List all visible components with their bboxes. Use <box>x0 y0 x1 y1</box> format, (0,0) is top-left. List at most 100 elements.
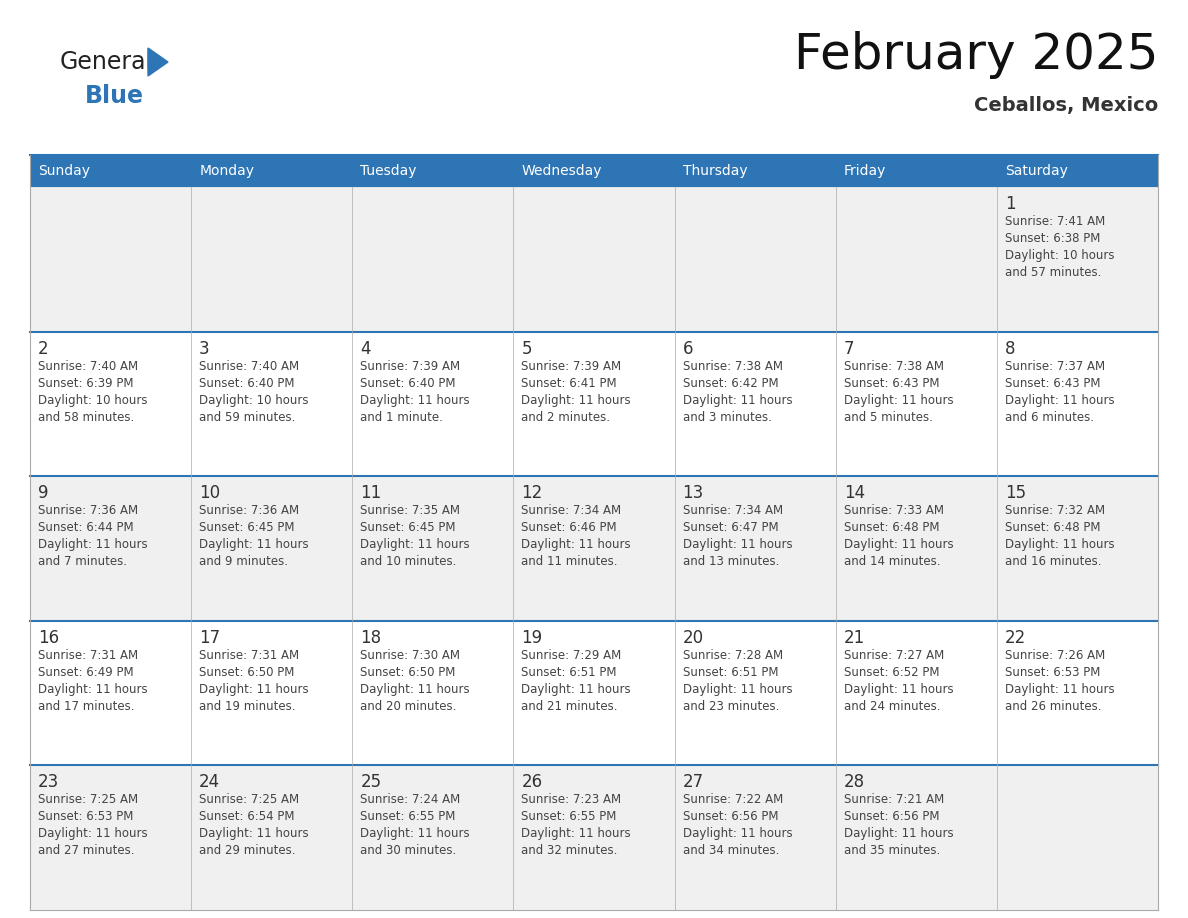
Text: Daylight: 11 hours: Daylight: 11 hours <box>360 827 470 840</box>
Text: Sunset: 6:52 PM: Sunset: 6:52 PM <box>843 666 940 678</box>
Polygon shape <box>148 48 168 76</box>
Bar <box>997 155 1158 187</box>
Bar <box>353 766 513 910</box>
Text: Sunrise: 7:21 AM: Sunrise: 7:21 AM <box>843 793 944 806</box>
Text: and 9 minutes.: and 9 minutes. <box>200 555 289 568</box>
Text: and 24 minutes.: and 24 minutes. <box>843 700 940 712</box>
Text: February 2025: February 2025 <box>794 31 1158 79</box>
Text: Sunrise: 7:23 AM: Sunrise: 7:23 AM <box>522 793 621 806</box>
Text: Daylight: 11 hours: Daylight: 11 hours <box>200 538 309 551</box>
Bar <box>353 155 513 187</box>
Text: and 5 minutes.: and 5 minutes. <box>843 410 933 423</box>
Bar <box>353 621 513 766</box>
Text: Sunrise: 7:29 AM: Sunrise: 7:29 AM <box>522 649 621 662</box>
Bar <box>513 187 675 331</box>
Text: Sunrise: 7:30 AM: Sunrise: 7:30 AM <box>360 649 460 662</box>
Text: 9: 9 <box>38 484 49 502</box>
Text: 15: 15 <box>1005 484 1026 502</box>
Text: Daylight: 11 hours: Daylight: 11 hours <box>360 538 470 551</box>
Text: Sunset: 6:43 PM: Sunset: 6:43 PM <box>1005 376 1100 389</box>
Text: and 21 minutes.: and 21 minutes. <box>522 700 618 712</box>
Text: 24: 24 <box>200 773 220 791</box>
Bar <box>191 155 353 187</box>
Text: and 6 minutes.: and 6 minutes. <box>1005 410 1094 423</box>
Text: Daylight: 11 hours: Daylight: 11 hours <box>683 827 792 840</box>
Text: 26: 26 <box>522 773 543 791</box>
Text: and 32 minutes.: and 32 minutes. <box>522 845 618 857</box>
Text: Sunrise: 7:41 AM: Sunrise: 7:41 AM <box>1005 215 1105 228</box>
Text: Daylight: 11 hours: Daylight: 11 hours <box>200 683 309 696</box>
Text: Sunset: 6:50 PM: Sunset: 6:50 PM <box>360 666 456 678</box>
Text: and 10 minutes.: and 10 minutes. <box>360 555 456 568</box>
Text: Sunset: 6:43 PM: Sunset: 6:43 PM <box>843 376 940 389</box>
Bar <box>191 476 353 621</box>
Bar <box>513 766 675 910</box>
Text: Sunset: 6:42 PM: Sunset: 6:42 PM <box>683 376 778 389</box>
Text: Daylight: 10 hours: Daylight: 10 hours <box>38 394 147 407</box>
Text: Sunset: 6:40 PM: Sunset: 6:40 PM <box>200 376 295 389</box>
Text: Sunset: 6:51 PM: Sunset: 6:51 PM <box>522 666 617 678</box>
Text: Sunset: 6:53 PM: Sunset: 6:53 PM <box>1005 666 1100 678</box>
Bar <box>835 766 997 910</box>
Text: Sunrise: 7:38 AM: Sunrise: 7:38 AM <box>683 360 783 373</box>
Text: 27: 27 <box>683 773 703 791</box>
Bar <box>30 187 191 331</box>
Text: Sunrise: 7:31 AM: Sunrise: 7:31 AM <box>38 649 138 662</box>
Text: 19: 19 <box>522 629 543 647</box>
Text: Daylight: 11 hours: Daylight: 11 hours <box>38 538 147 551</box>
Text: and 19 minutes.: and 19 minutes. <box>200 700 296 712</box>
Text: and 14 minutes.: and 14 minutes. <box>843 555 940 568</box>
Text: Sunset: 6:47 PM: Sunset: 6:47 PM <box>683 521 778 534</box>
Text: Sunset: 6:56 PM: Sunset: 6:56 PM <box>843 811 940 823</box>
Text: Sunset: 6:46 PM: Sunset: 6:46 PM <box>522 521 617 534</box>
Text: 4: 4 <box>360 340 371 358</box>
Text: Daylight: 11 hours: Daylight: 11 hours <box>843 827 953 840</box>
Text: Sunrise: 7:40 AM: Sunrise: 7:40 AM <box>200 360 299 373</box>
Text: and 58 minutes.: and 58 minutes. <box>38 410 134 423</box>
Bar <box>675 155 835 187</box>
Text: 20: 20 <box>683 629 703 647</box>
Text: Daylight: 11 hours: Daylight: 11 hours <box>522 538 631 551</box>
Text: Sunrise: 7:39 AM: Sunrise: 7:39 AM <box>522 360 621 373</box>
Text: 10: 10 <box>200 484 220 502</box>
Text: and 7 minutes.: and 7 minutes. <box>38 555 127 568</box>
Text: 11: 11 <box>360 484 381 502</box>
Bar <box>835 331 997 476</box>
Text: Sunset: 6:45 PM: Sunset: 6:45 PM <box>360 521 456 534</box>
Text: Sunset: 6:56 PM: Sunset: 6:56 PM <box>683 811 778 823</box>
Text: 18: 18 <box>360 629 381 647</box>
Text: Wednesday: Wednesday <box>522 164 602 178</box>
Bar <box>30 155 191 187</box>
Bar <box>997 476 1158 621</box>
Text: Sunrise: 7:25 AM: Sunrise: 7:25 AM <box>38 793 138 806</box>
Text: and 3 minutes.: and 3 minutes. <box>683 410 771 423</box>
Text: 23: 23 <box>38 773 59 791</box>
Bar <box>835 187 997 331</box>
Text: Saturday: Saturday <box>1005 164 1068 178</box>
Text: Daylight: 11 hours: Daylight: 11 hours <box>38 827 147 840</box>
Text: 8: 8 <box>1005 340 1016 358</box>
Text: Sunset: 6:53 PM: Sunset: 6:53 PM <box>38 811 133 823</box>
Text: Sunset: 6:55 PM: Sunset: 6:55 PM <box>360 811 456 823</box>
Text: and 13 minutes.: and 13 minutes. <box>683 555 779 568</box>
Text: and 1 minute.: and 1 minute. <box>360 410 443 423</box>
Text: Daylight: 10 hours: Daylight: 10 hours <box>200 394 309 407</box>
Text: Sunset: 6:49 PM: Sunset: 6:49 PM <box>38 666 133 678</box>
Text: Sunrise: 7:34 AM: Sunrise: 7:34 AM <box>683 504 783 517</box>
Text: Sunrise: 7:35 AM: Sunrise: 7:35 AM <box>360 504 460 517</box>
Text: 28: 28 <box>843 773 865 791</box>
Bar <box>191 766 353 910</box>
Text: Sunrise: 7:38 AM: Sunrise: 7:38 AM <box>843 360 943 373</box>
Text: Sunrise: 7:32 AM: Sunrise: 7:32 AM <box>1005 504 1105 517</box>
Text: and 20 minutes.: and 20 minutes. <box>360 700 456 712</box>
Text: Daylight: 11 hours: Daylight: 11 hours <box>522 683 631 696</box>
Text: Sunrise: 7:39 AM: Sunrise: 7:39 AM <box>360 360 461 373</box>
Text: and 35 minutes.: and 35 minutes. <box>843 845 940 857</box>
Text: Sunrise: 7:37 AM: Sunrise: 7:37 AM <box>1005 360 1105 373</box>
Text: Sunrise: 7:33 AM: Sunrise: 7:33 AM <box>843 504 943 517</box>
Bar <box>675 187 835 331</box>
Bar <box>997 187 1158 331</box>
Text: Daylight: 11 hours: Daylight: 11 hours <box>843 538 953 551</box>
Text: Thursday: Thursday <box>683 164 747 178</box>
Text: Daylight: 11 hours: Daylight: 11 hours <box>360 683 470 696</box>
